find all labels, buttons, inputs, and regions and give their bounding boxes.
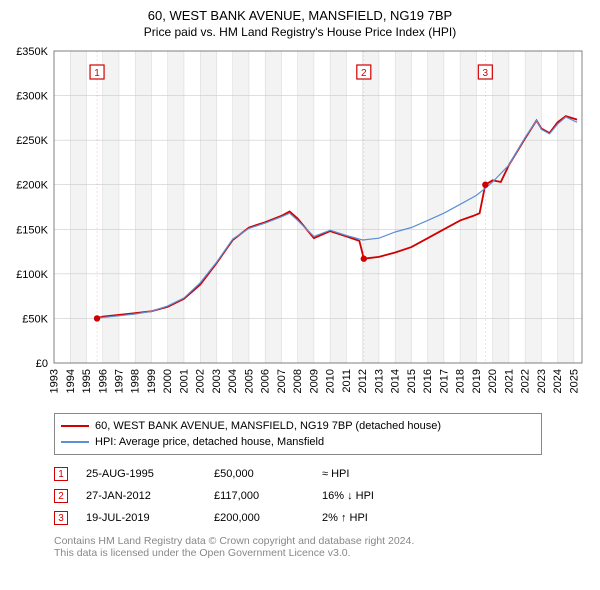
svg-text:2023: 2023 xyxy=(536,369,548,393)
svg-text:2006: 2006 xyxy=(260,369,272,393)
svg-text:£350K: £350K xyxy=(16,46,48,58)
legend-swatch xyxy=(61,425,89,427)
sale-row: 1 25-AUG-1995 £50,000 ≈ HPI xyxy=(54,463,590,485)
svg-text:1998: 1998 xyxy=(130,369,142,393)
svg-text:1995: 1995 xyxy=(81,369,93,393)
chart-area: £0 £50K £100K £150K £200K £250K £300K £350K 1993… xyxy=(10,45,590,405)
svg-text:2024: 2024 xyxy=(552,369,564,393)
svg-text:2022: 2022 xyxy=(520,369,532,393)
svg-text:3: 3 xyxy=(483,68,489,79)
sale-row-price: £117,000 xyxy=(214,490,304,502)
svg-text:1997: 1997 xyxy=(114,369,126,393)
svg-text:1999: 1999 xyxy=(146,369,158,393)
svg-text:2000: 2000 xyxy=(162,369,174,393)
svg-text:2012: 2012 xyxy=(357,369,369,393)
svg-text:1: 1 xyxy=(94,68,100,79)
sale-row-price: £50,000 xyxy=(214,468,304,480)
chart-svg: £0 £50K £100K £150K £200K £250K £300K £350K 1993… xyxy=(10,45,590,405)
svg-text:2025: 2025 xyxy=(568,369,580,393)
chart-title: 60, WEST BANK AVENUE, MANSFIELD, NG19 7B… xyxy=(10,8,590,23)
svg-text:£200K: £200K xyxy=(16,180,48,192)
legend-row: HPI: Average price, detached house, Mans… xyxy=(61,434,535,450)
svg-text:2004: 2004 xyxy=(227,369,239,393)
attribution-line2: This data is licensed under the Open Gov… xyxy=(54,547,590,559)
svg-text:£250K: £250K xyxy=(16,135,48,147)
attribution: Contains HM Land Registry data © Crown c… xyxy=(54,535,590,559)
svg-text:2018: 2018 xyxy=(455,369,467,393)
svg-text:2001: 2001 xyxy=(178,369,190,393)
legend: 60, WEST BANK AVENUE, MANSFIELD, NG19 7B… xyxy=(54,413,542,455)
svg-text:1993: 1993 xyxy=(49,369,61,393)
svg-text:2008: 2008 xyxy=(292,369,304,393)
svg-text:2003: 2003 xyxy=(211,369,223,393)
svg-text:2010: 2010 xyxy=(325,369,337,393)
svg-text:2020: 2020 xyxy=(487,369,499,393)
sales-table: 1 25-AUG-1995 £50,000 ≈ HPI 2 27-JAN-2012 £117… xyxy=(54,463,590,529)
sale-row-marker: 3 xyxy=(54,511,68,525)
svg-text:1994: 1994 xyxy=(65,369,77,393)
svg-text:2009: 2009 xyxy=(308,369,320,393)
svg-text:2017: 2017 xyxy=(438,369,450,393)
sale-row: 2 27-JAN-2012 £117,000 16% ↓ HPI xyxy=(54,485,590,507)
svg-text:1996: 1996 xyxy=(97,369,109,393)
svg-text:2019: 2019 xyxy=(471,369,483,393)
sale-row: 3 19-JUL-2019 £200,000 2% ↑ HPI xyxy=(54,507,590,529)
attribution-line1: Contains HM Land Registry data © Crown c… xyxy=(54,535,590,547)
svg-text:£50K: £50K xyxy=(22,313,48,325)
svg-text:£100K: £100K xyxy=(16,269,48,281)
sale-row-diff: 16% ↓ HPI xyxy=(322,490,422,502)
sale-row-date: 19-JUL-2019 xyxy=(86,512,196,524)
svg-text:2015: 2015 xyxy=(406,369,418,393)
svg-text:£0: £0 xyxy=(36,358,48,370)
svg-text:2013: 2013 xyxy=(373,369,385,393)
legend-label: 60, WEST BANK AVENUE, MANSFIELD, NG19 7B… xyxy=(95,420,441,432)
svg-text:2005: 2005 xyxy=(243,369,255,393)
sale-row-diff: ≈ HPI xyxy=(322,468,422,480)
chart-subtitle: Price paid vs. HM Land Registry's House … xyxy=(10,25,590,39)
sale-row-marker: 1 xyxy=(54,467,68,481)
svg-text:2016: 2016 xyxy=(422,369,434,393)
sale-row-diff: 2% ↑ HPI xyxy=(322,512,422,524)
legend-swatch xyxy=(61,441,89,443)
svg-text:£150K: £150K xyxy=(16,224,48,236)
svg-text:2011: 2011 xyxy=(341,369,353,393)
svg-text:2014: 2014 xyxy=(390,369,402,393)
sale-row-price: £200,000 xyxy=(214,512,304,524)
svg-text:2007: 2007 xyxy=(276,369,288,393)
svg-text:2002: 2002 xyxy=(195,369,207,393)
svg-text:2021: 2021 xyxy=(503,369,515,393)
sale-row-marker: 2 xyxy=(54,489,68,503)
sale-row-date: 25-AUG-1995 xyxy=(86,468,196,480)
sale-row-date: 27-JAN-2012 xyxy=(86,490,196,502)
legend-label: HPI: Average price, detached house, Mans… xyxy=(95,436,324,448)
svg-text:£300K: £300K xyxy=(16,91,48,103)
svg-text:2: 2 xyxy=(361,68,367,79)
legend-row: 60, WEST BANK AVENUE, MANSFIELD, NG19 7B… xyxy=(61,418,535,434)
